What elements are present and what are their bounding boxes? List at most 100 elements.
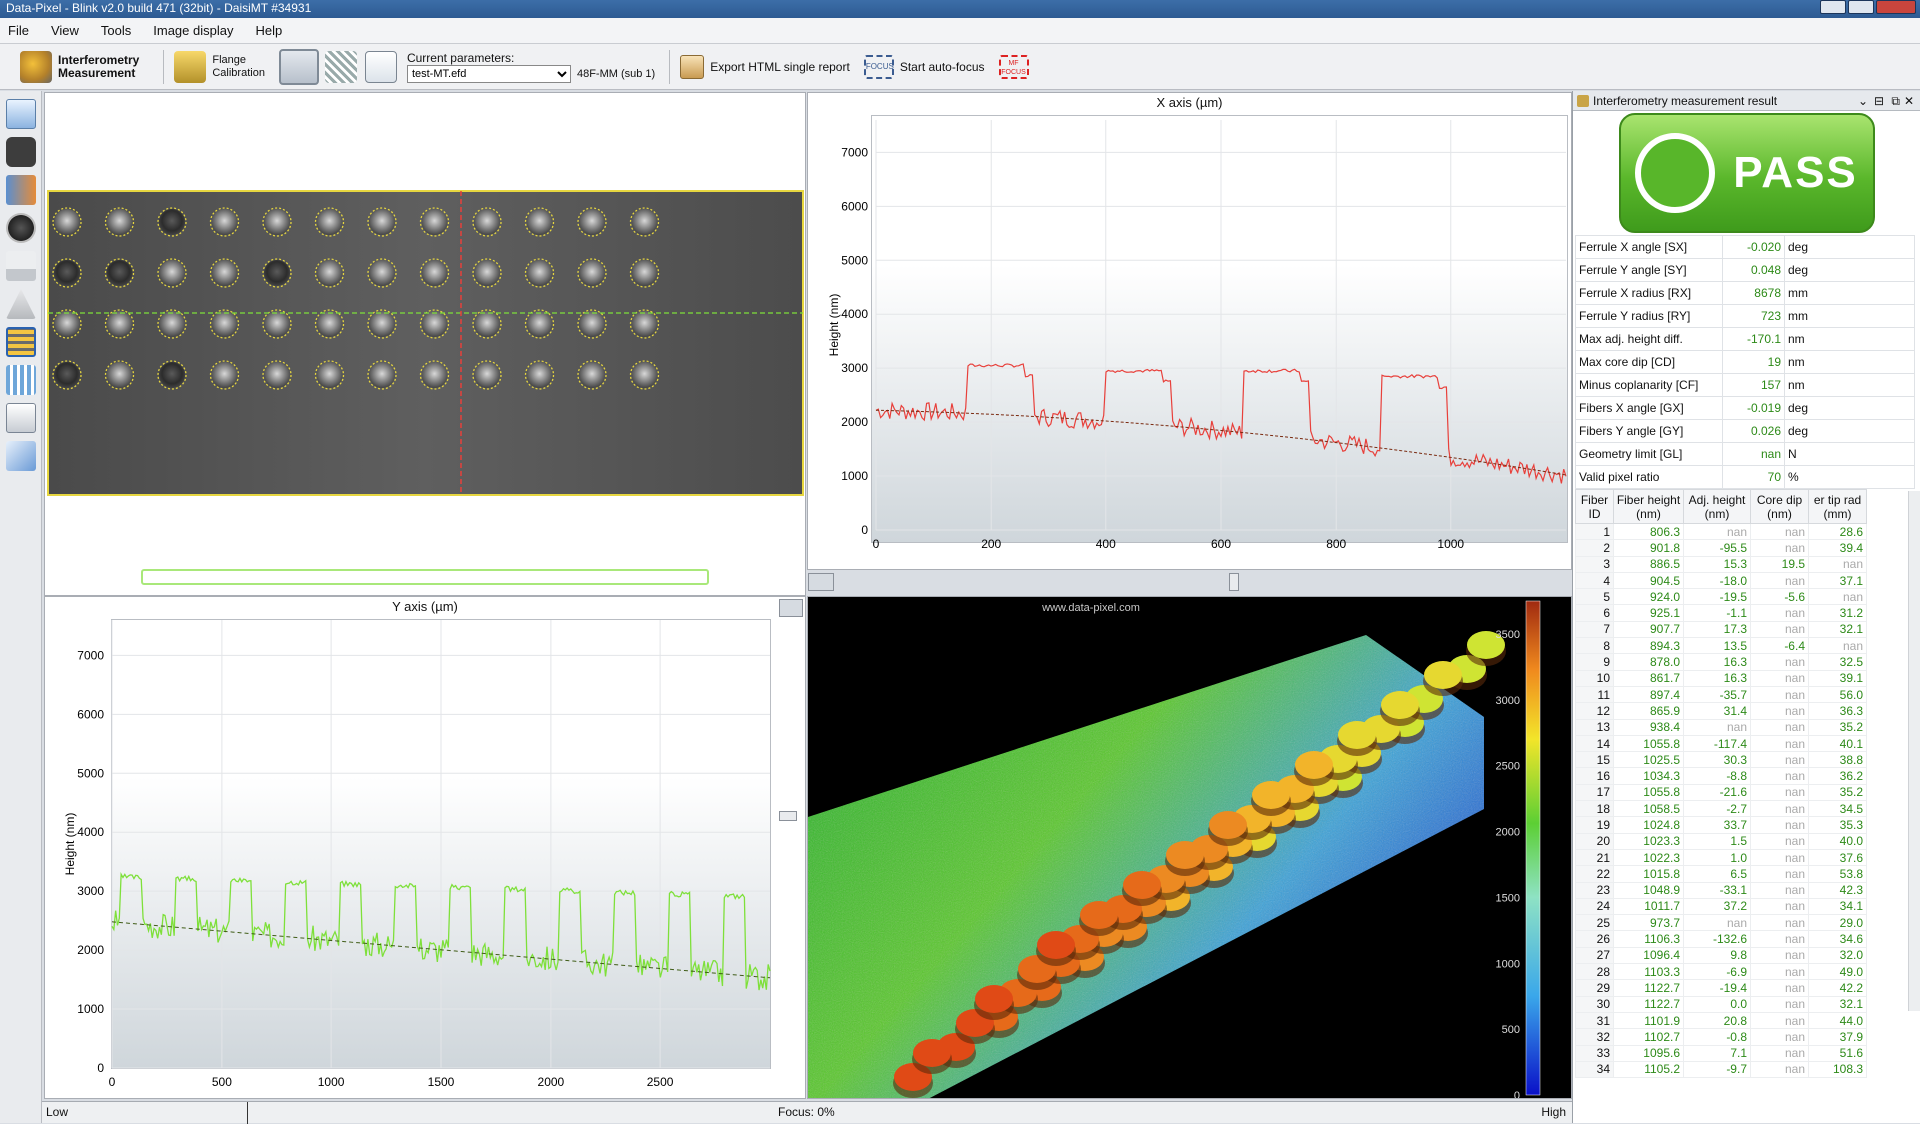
3d-surface-view[interactable]: www.data-pixel.com 0 500 1000 1500 2000 2500 3… (808, 597, 1572, 1099)
table-row[interactable]: 16 1034.3 -8.8 nan 36.2 (1575, 767, 1867, 785)
menu-view[interactable]: View (50, 23, 79, 38)
table-row[interactable]: 5 924.0 -19.5 -5.6 nan (1575, 588, 1867, 606)
grid-mode-icon[interactable] (6, 365, 36, 395)
histogram-icon[interactable] (6, 251, 36, 281)
table-row[interactable]: 22 1015.8 6.5 nan 53.8 (1575, 865, 1867, 883)
panel-menu-icon[interactable]: ⌄ (1857, 94, 1868, 108)
camera-toggle-icon[interactable] (6, 137, 36, 167)
edit-icon[interactable] (6, 99, 36, 129)
menu-tools[interactable]: Tools (100, 23, 132, 38)
fiber-outline (419, 258, 450, 288)
ruler-icon[interactable] (6, 441, 36, 471)
fiber-cell: 1011.7 (1613, 897, 1684, 916)
export-html-button[interactable]: Export HTML single report (680, 54, 850, 79)
y-profile-chart[interactable]: 0 1000 2000 3000 4000 5000 6000 7000 0 500 1000 150… (45, 597, 806, 1099)
fiber-cell: -95.5 (1683, 539, 1751, 557)
interferometry-mode-icon[interactable] (6, 327, 36, 357)
zoom-tool-icon[interactable] (278, 48, 319, 85)
table-row[interactable]: 6 925.1 -1.1 nan 31.2 (1575, 604, 1867, 622)
minimize-button[interactable] (1820, 0, 1846, 14)
table-row[interactable]: 17 1055.8 -21.6 nan 35.2 (1575, 783, 1867, 802)
table-row[interactable]: 15 1025.5 30.3 nan 38.8 (1575, 751, 1867, 769)
table-row[interactable]: 26 1106.3 -132.6 nan 34.6 (1575, 930, 1867, 948)
table-row[interactable]: 4 904.5 -18.0 nan 37.1 (1575, 571, 1867, 590)
table-row[interactable]: 8 894.3 13.5 -6.4 nan (1575, 637, 1867, 655)
menu-help[interactable]: Help (255, 23, 283, 38)
table-row[interactable]: 34 1105.2 -9.7 nan 108.3 (1575, 1060, 1867, 1079)
fiber-cell: 11 (1575, 685, 1614, 704)
table-row[interactable]: 23 1048.9 -33.1 nan 42.3 (1575, 881, 1867, 899)
table-row[interactable]: 7 907.7 17.3 nan 32.1 (1575, 620, 1867, 639)
fiber-cell: 38.8 (1808, 751, 1867, 769)
camera-icon[interactable] (6, 213, 36, 243)
fiber-column-header[interactable]: Fiber ID (1575, 489, 1614, 524)
params-select[interactable]: test-MT.efd (406, 64, 571, 83)
fiber-cell: 31.4 (1683, 702, 1751, 720)
sliders-icon[interactable] (6, 175, 36, 205)
settings-tool-icon[interactable] (324, 50, 357, 83)
fiber-cell: nan (1750, 848, 1809, 867)
menu-file[interactable]: File (8, 23, 29, 38)
table-row[interactable]: 27 1096.4 9.8 nan 32.0 (1575, 946, 1867, 965)
warning-icon[interactable] (6, 289, 36, 319)
x-profile-chart[interactable]: 0 1000 2000 3000 4000 5000 6000 7000 0 200 400 600 8… (808, 93, 1572, 570)
camera-image[interactable] (45, 93, 805, 595)
fiber-core (474, 311, 500, 337)
table-row[interactable]: 32 1102.7 -0.8 nan 37.9 (1575, 1028, 1867, 1046)
chart-tool-icon[interactable] (364, 50, 397, 83)
scale-tick-label: 2500 (1496, 761, 1520, 773)
table-row[interactable]: 12 865.9 31.4 nan 36.3 (1575, 702, 1867, 720)
table-row[interactable]: 2 901.8 -95.5 nan 39.4 (1575, 539, 1867, 557)
table-row[interactable]: 33 1095.6 7.1 nan 51.6 (1575, 1044, 1867, 1062)
status-divider (247, 1102, 248, 1124)
table-row[interactable]: 13 938.4 nan nan 35.2 (1575, 718, 1867, 736)
y-tick-label: 6000 (841, 199, 868, 213)
flange-calibration-button[interactable]: Flange Calibration (174, 50, 265, 83)
fiber-cell: 13.5 (1683, 637, 1751, 655)
fiber-cell: 35.2 (1808, 718, 1867, 736)
maximize-button[interactable] (1848, 0, 1874, 14)
table-row[interactable]: 10 861.7 16.3 nan 39.1 (1575, 669, 1867, 687)
table-row[interactable]: 29 1122.7 -19.4 nan 42.2 (1575, 979, 1867, 997)
report-icon[interactable] (6, 403, 36, 433)
menu-image-display[interactable]: Image display (153, 23, 234, 38)
table-row[interactable]: 1 806.3 nan nan 28.6 (1575, 522, 1867, 541)
x-axis-panel: X axis (µm) 0 1000 2000 3000 4000 5000 6000 700… (807, 92, 1572, 570)
table-row[interactable]: 18 1058.5 -2.7 nan 34.5 (1575, 800, 1867, 818)
color-scale-labels: 0 500 1000 1500 2000 2500 3000 3500 (1496, 629, 1520, 1098)
table-row[interactable]: 31 1101.9 20.8 nan 44.0 (1575, 1011, 1867, 1030)
fiber-column-header[interactable]: er tip rad (mm) (1808, 489, 1867, 524)
focus-icon: FOCUS (863, 54, 894, 79)
fiber-core (369, 260, 395, 286)
table-row[interactable]: 25 973.7 nan nan 29.0 (1575, 914, 1867, 932)
close-button[interactable] (1876, 0, 1916, 14)
table-row[interactable]: 3 886.5 15.3 19.5 nan (1575, 555, 1867, 573)
right-scrollbar[interactable] (1908, 491, 1920, 1011)
mf-focus-icon[interactable]: MF FOCUS (998, 54, 1029, 79)
table-row[interactable]: 20 1023.3 1.5 nan 40.0 (1575, 832, 1867, 850)
panel-pin-icon[interactable]: ⊟ (1873, 94, 1884, 108)
y-tick-label: 3000 (841, 361, 868, 375)
table-row[interactable]: 9 878.0 16.3 nan 32.5 (1575, 653, 1867, 671)
table-row[interactable]: 14 1055.8 -117.4 nan 40.1 (1575, 734, 1867, 753)
fiber-cell: nan (1750, 718, 1809, 736)
table-row[interactable]: 30 1122.7 0.0 nan 32.1 (1575, 995, 1867, 1013)
interferometry-measurement-button[interactable]: Interferometry Measurement (20, 50, 139, 83)
table-row[interactable]: 24 1011.7 37.2 nan 34.1 (1575, 897, 1867, 916)
panel-close-icon[interactable]: ✕ (1903, 94, 1914, 108)
fiber-column-header[interactable]: Fiber height (nm) (1613, 489, 1684, 524)
table-row[interactable]: 21 1022.3 1.0 nan 37.6 (1575, 848, 1867, 867)
x-slider-handle[interactable] (1229, 573, 1239, 591)
table-row[interactable]: 19 1024.8 33.7 nan 35.3 (1575, 816, 1867, 834)
fiber-column-header[interactable]: Adj. height (nm) (1683, 489, 1751, 524)
fiber-cell: 7 (1575, 620, 1614, 639)
y-zoom-icon[interactable] (779, 599, 803, 617)
auto-focus-button[interactable]: FOCUS Start auto-focus (863, 54, 985, 79)
table-row[interactable]: 28 1103.3 -6.9 nan 49.0 (1575, 963, 1867, 981)
fiber-column-header[interactable]: Core dip (nm) (1750, 489, 1809, 524)
x-zoom-icon[interactable] (808, 573, 834, 591)
y-slider-handle[interactable] (779, 811, 797, 821)
table-row[interactable]: 11 897.4 -35.7 nan 56.0 (1575, 685, 1867, 704)
panel-float-icon[interactable]: ⧉ (1891, 94, 1900, 108)
fiber-outline (209, 360, 240, 390)
